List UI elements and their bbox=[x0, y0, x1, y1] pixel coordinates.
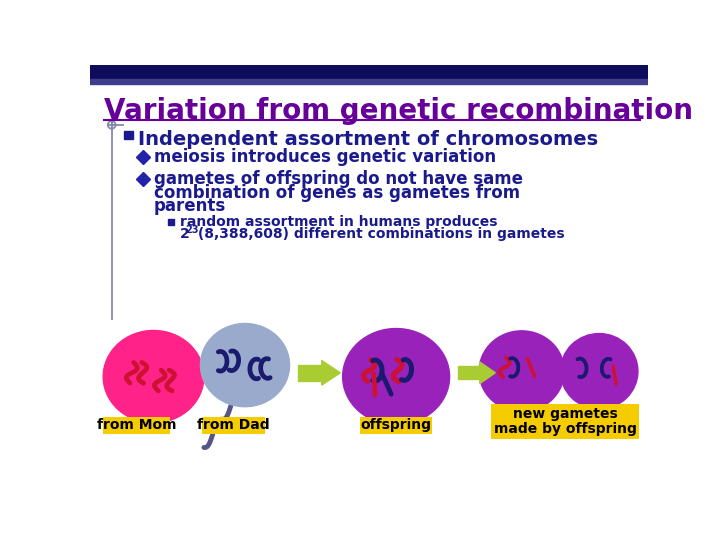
Ellipse shape bbox=[560, 334, 638, 409]
Text: Independent assortment of chromosomes: Independent assortment of chromosomes bbox=[138, 130, 598, 149]
Polygon shape bbox=[480, 362, 495, 383]
Polygon shape bbox=[322, 361, 341, 385]
Ellipse shape bbox=[479, 331, 564, 411]
Text: made by offspring: made by offspring bbox=[494, 422, 636, 436]
Bar bbox=[90, 65, 648, 79]
Bar bbox=[297, 365, 322, 381]
FancyBboxPatch shape bbox=[490, 403, 639, 439]
Text: parents: parents bbox=[153, 198, 226, 215]
Text: combination of genes as gametes from: combination of genes as gametes from bbox=[153, 184, 520, 201]
Bar bbox=[124, 131, 132, 139]
Text: 2: 2 bbox=[180, 227, 189, 241]
Text: random assortment in humans produces: random assortment in humans produces bbox=[180, 215, 498, 229]
Text: meiosis introduces genetic variation: meiosis introduces genetic variation bbox=[153, 148, 495, 166]
Text: gametes of offspring do not have same: gametes of offspring do not have same bbox=[153, 170, 523, 188]
Bar bbox=[90, 79, 648, 84]
FancyBboxPatch shape bbox=[361, 417, 432, 434]
Text: from Mom: from Mom bbox=[96, 418, 176, 432]
Bar bbox=[458, 366, 480, 379]
Text: from Dad: from Dad bbox=[197, 418, 270, 432]
Text: offspring: offspring bbox=[361, 418, 431, 432]
FancyBboxPatch shape bbox=[202, 417, 265, 434]
Ellipse shape bbox=[103, 330, 204, 423]
Text: Variation from genetic recombination: Variation from genetic recombination bbox=[104, 97, 693, 125]
Ellipse shape bbox=[343, 328, 449, 425]
Ellipse shape bbox=[200, 323, 289, 407]
Text: (8,388,608) different combinations in gametes: (8,388,608) different combinations in ga… bbox=[193, 227, 564, 241]
Bar bbox=[168, 219, 174, 225]
FancyBboxPatch shape bbox=[103, 417, 170, 434]
Text: new gametes: new gametes bbox=[513, 407, 618, 421]
Text: 23: 23 bbox=[186, 225, 199, 235]
